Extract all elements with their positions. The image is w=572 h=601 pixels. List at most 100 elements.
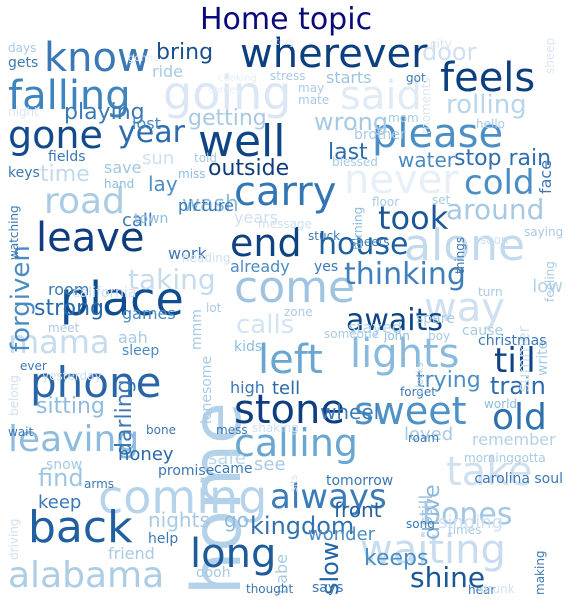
word-sleep: sleep [122,343,160,359]
word-days: days [8,41,37,55]
word-gonna: gonna [128,53,160,64]
word-face: face [536,159,555,194]
word-roam: roam [408,431,440,445]
word-sheets: sheets [350,235,390,249]
word-waiting: waiting [360,527,506,573]
word-story: story [270,37,296,48]
word-trying: trying [416,368,481,393]
word-getting: getting [188,106,267,131]
word-outside: outside [208,156,290,181]
word-wait: wait [8,425,34,439]
word-mmm: mmm [189,309,205,350]
word-stress: stress [270,69,306,83]
word-ever: ever [20,359,47,373]
word-driving: driving [8,518,21,560]
word-forget: forget [400,385,436,399]
word-lot: lot [206,301,222,315]
word-turn: turn [478,285,503,299]
word-around: around [446,193,545,226]
word-always: always [270,477,387,517]
word-wrong: wrong [314,108,389,136]
word-boy: boy [428,329,451,343]
word-go: go [224,508,249,532]
word-lay: lay [148,172,178,196]
word-making: making [533,550,547,595]
word-mama: mama [8,323,110,361]
word-road: road [44,181,125,222]
word-alone: alone [404,220,526,271]
word-kids: kids [234,339,263,355]
word-saying: saying [524,225,564,239]
word-tell: tell [272,378,301,399]
word-world: world [484,397,518,411]
word-ride: ride [152,62,184,81]
word-honey: honey [118,444,174,465]
word-heading: heading [182,251,231,265]
word-old: old [492,397,547,438]
word-hear: hear [468,583,496,596]
word-mess: mess [216,423,248,437]
word-already: already [230,257,290,276]
word-coming: coming [98,470,268,524]
word-find: find [38,464,84,492]
word-room: room [48,280,90,299]
word-watching: watching [8,205,21,260]
word-meet: meet [48,321,80,335]
word-call: call [122,210,153,231]
word-cold: cold [464,163,535,203]
word-lost: lost [132,114,161,133]
word-help: help [148,531,179,547]
word-alabama: alabama [8,555,165,596]
word-falling: falling [8,73,131,119]
word-shine: shine [410,561,486,594]
word-please: please [372,111,504,157]
word-never: never [344,157,459,203]
word-bone: bone [146,423,176,437]
word-city: city [430,37,452,51]
word-loved: loved [404,424,454,445]
word-well: well [198,116,286,167]
word-cloud: wherever feels going know falling said please g… [8,34,564,596]
word-wherever: wherever [240,34,428,77]
word-said: said [340,73,422,119]
word-stop-rain: stop rain [454,146,552,171]
word-brother: brother [354,127,406,143]
word-someone: someone [324,327,379,341]
word-came: came [214,461,253,477]
word-song: song [406,517,435,531]
word-miss: miss [178,167,206,181]
word-oooh: oooh [196,565,231,581]
word-games: games [122,304,176,323]
word-took: took [378,199,449,237]
word-remember: remember [472,430,556,449]
word-starts: starts [326,68,372,87]
word-says: says [312,580,344,596]
word-stayed: stayed [348,318,402,337]
word-gone: gone [8,113,103,157]
word-rolling: rolling [446,90,527,120]
word-singing: singing [438,512,504,533]
word-blocks: blocks [415,362,426,394]
word-picture: picture [178,196,234,215]
word-strong: strong [34,296,105,321]
word-california: california [72,285,137,301]
word-gets: gets [8,55,39,71]
word-moments: moments [419,77,433,134]
word-told: told [194,151,217,165]
word-zone: zone [284,305,313,319]
word-phone: phone [30,358,162,407]
word-lights: lights [350,331,460,377]
word-christmas: christmas [478,333,547,349]
word-leave: leave [36,215,145,261]
word-snow: snow [46,457,83,473]
word-shaking: shaking [252,421,299,435]
word-gotta: gotta [514,451,546,465]
word-kingdom: kingdom [250,512,355,540]
word-sheep: sheep [543,37,557,74]
word-spare: spare [416,311,455,327]
word-place: place [60,272,184,326]
word-till: till [494,341,536,381]
word-feeling: feeling [543,261,557,302]
word-years: years [234,208,279,227]
word-wheel: wheel [320,400,380,424]
